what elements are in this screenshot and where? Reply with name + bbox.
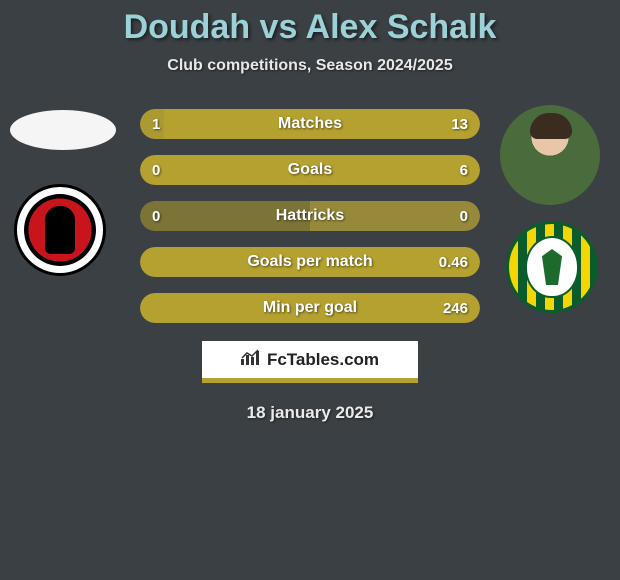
club-right-logo bbox=[506, 221, 598, 313]
stat-row: Min per goal246 bbox=[140, 293, 480, 323]
stat-value-left: 0 bbox=[152, 201, 160, 231]
stat-value-right: 0 bbox=[460, 201, 468, 231]
stats-bars: Matches113Goals06Hattricks00Goals per ma… bbox=[140, 105, 480, 323]
stat-row: Matches1 13 bbox=[140, 109, 480, 139]
page-title: Doudah vs Alex Schalk bbox=[0, 0, 620, 47]
stat-value-right: 246 bbox=[443, 293, 468, 323]
stat-row: Hattricks0 0 bbox=[140, 201, 480, 231]
brand-text: FcTables.com bbox=[267, 350, 379, 370]
right-column bbox=[500, 105, 610, 313]
club-left-logo bbox=[10, 180, 110, 280]
stat-value-left: 1 bbox=[152, 109, 160, 139]
brand-icon bbox=[241, 349, 261, 370]
stat-value-right: 0.46 bbox=[439, 247, 468, 277]
player-left-avatar bbox=[10, 110, 116, 150]
stat-label: Goals per match bbox=[140, 247, 480, 277]
left-column bbox=[10, 105, 120, 290]
stat-row: Goals per match0.46 bbox=[140, 247, 480, 277]
stat-label: Goals bbox=[140, 155, 480, 185]
stat-value-right: 6 bbox=[460, 155, 468, 185]
player-right-avatar bbox=[500, 105, 600, 205]
brand-badge: FcTables.com bbox=[202, 341, 418, 383]
date-label: 18 january 2025 bbox=[0, 403, 620, 423]
comparison-area: Matches113Goals06Hattricks00Goals per ma… bbox=[0, 105, 620, 423]
stat-value-right: 13 bbox=[451, 109, 468, 139]
stat-label: Hattricks bbox=[140, 201, 480, 231]
stat-label: Matches bbox=[140, 109, 480, 139]
stat-value-left: 0 bbox=[152, 155, 160, 185]
subtitle: Club competitions, Season 2024/2025 bbox=[0, 57, 620, 75]
stat-label: Min per goal bbox=[140, 293, 480, 323]
stat-row: Goals0 6 bbox=[140, 155, 480, 185]
